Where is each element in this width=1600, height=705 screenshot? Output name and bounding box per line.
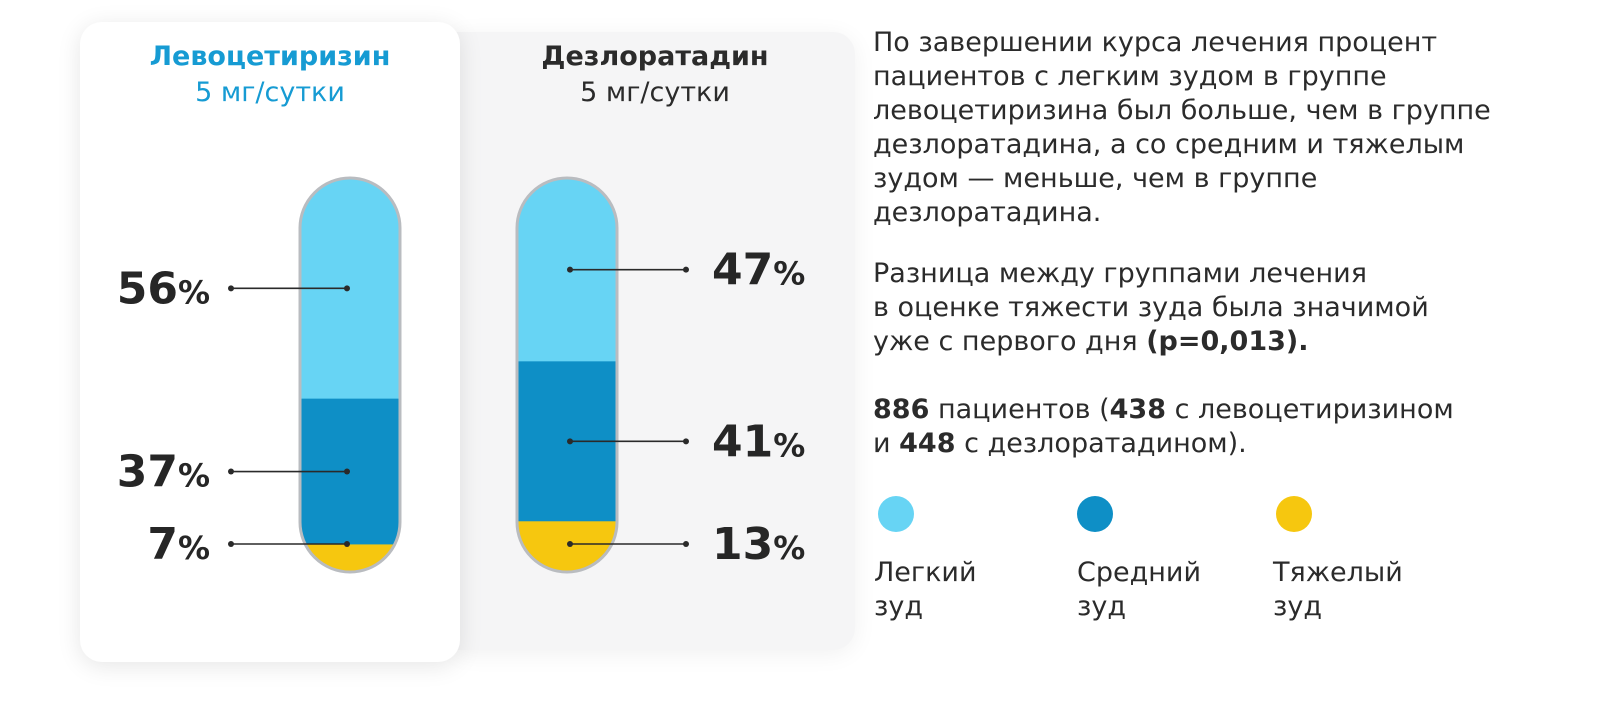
summary-line: пациентов с легким зудом в группе [873, 61, 1387, 92]
leader-dot [344, 541, 350, 547]
legend-dot-moderate [1077, 496, 1113, 532]
summary-line: левоцетиризина был больше, чем в группе [873, 95, 1491, 126]
patients-text: с дезлоратадином). [955, 428, 1247, 459]
levo-title: Левоцетиризин [149, 41, 391, 72]
legend-label-line: зуд [874, 591, 924, 622]
significance-line: в оценке тяжести зуда была значимой [873, 292, 1429, 323]
leader-dot [344, 468, 350, 475]
leader-dot [228, 468, 234, 475]
data-label-severe-levo: 7% [147, 519, 210, 570]
leader-dot [567, 541, 573, 547]
capsule-outline-levo [298, 176, 402, 574]
legend-label-mild: Легкий зуд [874, 556, 977, 624]
bar-segment-severe-deslo [517, 521, 617, 572]
leader-dot [683, 266, 689, 273]
patients-line: и 448 с дезлоратадином). [873, 427, 1573, 461]
legend-label-line: зуд [1273, 591, 1323, 622]
capsule-levo [300, 178, 400, 572]
p-value: (p=0,013). [1146, 326, 1309, 357]
significance-paragraph: Разница между группами лечения в оценке … [873, 257, 1573, 359]
patients-line: 886 пациентов (438 с левоцетиризином [873, 393, 1573, 427]
legend-label-line: Тяжелый [1273, 557, 1403, 588]
levo-patients: 438 [1109, 394, 1166, 425]
leader-dot [683, 541, 689, 547]
deslo-patients: 448 [899, 428, 956, 459]
data-label-severe-deslo: 13% [712, 519, 805, 570]
legend-label-severe: Тяжелый зуд [1273, 556, 1403, 624]
patients-text: пациентов ( [929, 394, 1110, 425]
summary-paragraph: По завершении курса лечения процент паци… [873, 26, 1573, 230]
summary-line: дезлоратадина. [873, 197, 1102, 228]
leader-dot [228, 285, 234, 292]
patients-text: с левоцетиризином [1166, 394, 1454, 425]
legend-label-line: Легкий [874, 557, 977, 588]
legend-label-line: Средний [1077, 557, 1202, 588]
summary-line: По завершении курса лечения процент [873, 27, 1438, 58]
leader-dot [683, 438, 689, 445]
patients-paragraph: 886 пациентов (438 с левоцетиризином и 4… [873, 393, 1573, 461]
leader-dot [567, 266, 573, 273]
summary-line: дезлоратадина, а со средним и тяжелым [873, 129, 1465, 160]
significance-line: Разница между группами лечения [873, 258, 1367, 289]
summary-line: зудом — меньше, чем в группе [873, 163, 1318, 194]
deslo-dose: 5 мг/сутки [580, 77, 730, 108]
significance-prefix: уже с первого дня [873, 326, 1147, 357]
capsule-deslo [517, 178, 617, 572]
deslo-title: Дезлоратадин [541, 41, 769, 72]
legend-dot-mild [878, 496, 914, 532]
capsule-outline-deslo [515, 176, 619, 574]
data-label-moderate-deslo: 41% [712, 416, 805, 467]
legend-dot-severe [1276, 496, 1312, 532]
data-label-mild-deslo: 47% [712, 245, 805, 296]
leader-dot [567, 438, 573, 445]
legend-label-moderate: Средний зуд [1077, 556, 1201, 624]
levo-dose: 5 мг/сутки [195, 77, 345, 108]
leader-dot [228, 541, 234, 547]
leader-dot [344, 285, 350, 292]
patients-text: и [873, 428, 900, 459]
total-patients: 886 [873, 394, 930, 425]
data-label-moderate-levo: 37% [117, 447, 210, 498]
data-label-mild-levo: 56% [117, 263, 210, 314]
legend-label-line: зуд [1077, 591, 1127, 622]
significance-line: уже с первого дня (p=0,013). [873, 325, 1573, 359]
